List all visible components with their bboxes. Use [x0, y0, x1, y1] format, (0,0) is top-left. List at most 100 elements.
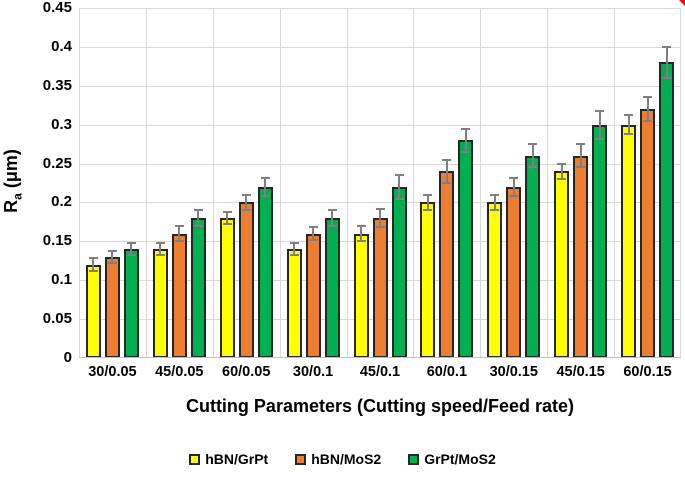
error-bar-line	[646, 97, 649, 121]
error-bar-line	[560, 163, 563, 180]
bar-hbn-grpt	[286, 249, 302, 358]
bar-grpt-mos2	[659, 62, 675, 358]
error-bar-cap-bottom	[375, 226, 385, 229]
plot-area	[79, 8, 681, 358]
error-bar-cap-bottom	[174, 240, 184, 243]
x-axis-tick-label: 60/0.05	[222, 364, 271, 380]
error-bar-cap-top	[222, 210, 232, 213]
y-axis-tick-label: 0.35	[42, 77, 72, 94]
gridline-vertical	[680, 8, 681, 358]
gridline-horizontal	[79, 125, 681, 126]
error-bar-line	[665, 46, 668, 78]
error-bar-line	[264, 177, 267, 197]
gridline-vertical	[213, 8, 214, 358]
error-bar-cap-bottom	[308, 238, 318, 241]
error-bar-line	[130, 242, 133, 256]
error-bar-cap-bottom	[222, 223, 232, 226]
error-bar-line	[445, 159, 448, 183]
gridline-horizontal	[79, 86, 681, 87]
error-bar-line	[331, 210, 334, 226]
error-bar-line	[398, 175, 400, 199]
legend-item: hBN/GrPt	[189, 451, 268, 467]
legend-label: hBN/MoS2	[311, 451, 382, 467]
error-bar-line	[312, 227, 315, 240]
x-axis-line	[79, 357, 681, 358]
y-axis-tick-label: 0.05	[42, 310, 72, 327]
gridline-vertical	[280, 8, 281, 358]
error-bar-line	[226, 211, 229, 225]
error-bar-cap-bottom	[662, 77, 672, 79]
error-bar-cap-top	[662, 45, 672, 48]
error-bar-line	[293, 242, 296, 256]
bar-hbn-grpt	[353, 233, 369, 358]
bar-grpt-mos2	[190, 218, 206, 358]
y-axis-tick-label: 0.25	[42, 155, 72, 172]
error-bar-cap-bottom	[528, 166, 538, 169]
error-bar-cap-top	[193, 209, 203, 212]
x-axis-tick-label: 60/0.15	[623, 364, 672, 380]
error-bar-cap-top	[442, 158, 452, 161]
error-bar-cap-bottom	[327, 224, 337, 227]
gridline-vertical	[79, 8, 80, 358]
bar-hbn-grpt	[152, 249, 168, 358]
error-bar-line	[493, 194, 496, 211]
legend-label: hBN/GrPt	[205, 451, 269, 467]
error-bar-cap-top	[327, 209, 337, 212]
error-bar-cap-top	[126, 241, 136, 244]
bar-hbn-mos2	[104, 256, 120, 358]
error-bar-cap-bottom	[576, 166, 586, 169]
gridline-horizontal	[79, 202, 681, 203]
legend-swatch-icon	[295, 453, 307, 465]
error-bar-line	[579, 144, 582, 168]
error-bar-line	[111, 250, 114, 264]
error-bar-cap-top	[289, 241, 299, 244]
error-bar-cap-bottom	[557, 178, 567, 181]
x-axis-tick-label: 45/0.05	[155, 364, 204, 380]
error-bar-cap-bottom	[155, 254, 165, 257]
x-axis-tick-label: 30/0.15	[489, 364, 538, 380]
bar-hbn-mos2	[171, 233, 187, 358]
error-bar-line	[627, 115, 630, 134]
legend-swatch-icon	[189, 453, 201, 465]
error-bar-line	[159, 242, 162, 256]
bar-hbn-mos2	[573, 155, 589, 358]
y-axis-tick-label: 0.4	[51, 38, 72, 55]
bar-hbn-mos2	[372, 218, 388, 358]
error-bar-cap-top	[643, 96, 653, 99]
gridline-vertical	[547, 8, 548, 358]
bar-grpt-mos2	[592, 124, 608, 358]
error-bar-line	[92, 258, 95, 271]
error-bar-cap-top	[260, 176, 270, 179]
error-bar-line	[178, 225, 181, 242]
bar-grpt-mos2	[525, 155, 541, 358]
bar-hbn-mos2	[506, 186, 522, 358]
error-bar-line	[245, 194, 248, 211]
y-axis-tick-label: 0.3	[51, 116, 72, 133]
error-bar-cap-bottom	[442, 182, 452, 184]
bar-hbn-mos2	[238, 202, 254, 358]
error-bar-line	[360, 225, 362, 242]
bar-hbn-grpt	[85, 264, 101, 358]
error-bar-cap-top	[107, 249, 117, 252]
error-bar-cap-top	[174, 224, 184, 227]
error-bar-cap-top	[394, 174, 404, 177]
error-bar-line	[197, 210, 200, 226]
error-bar-cap-bottom	[394, 197, 404, 200]
error-bar-cap-bottom	[88, 269, 98, 272]
error-bar-cap-top	[375, 207, 385, 210]
error-bar-cap-bottom	[490, 209, 500, 212]
error-bar-cap-bottom	[126, 254, 136, 257]
bar-grpt-mos2	[391, 186, 407, 358]
bar-hbn-grpt	[219, 218, 235, 358]
gridline-vertical	[614, 8, 615, 358]
error-bar-cap-top	[528, 143, 538, 146]
error-bar-line	[531, 144, 534, 168]
legend: hBN/GrPt hBN/MoS2 GrPt/MoS2	[0, 451, 685, 467]
error-bar-line	[426, 194, 429, 211]
gridline-horizontal	[79, 164, 681, 165]
error-bar-line	[464, 128, 467, 152]
bar-grpt-mos2	[324, 218, 340, 358]
y-axis-tick-label: 0	[63, 349, 72, 366]
y-axis-tick-label: 0.45	[42, 0, 72, 16]
